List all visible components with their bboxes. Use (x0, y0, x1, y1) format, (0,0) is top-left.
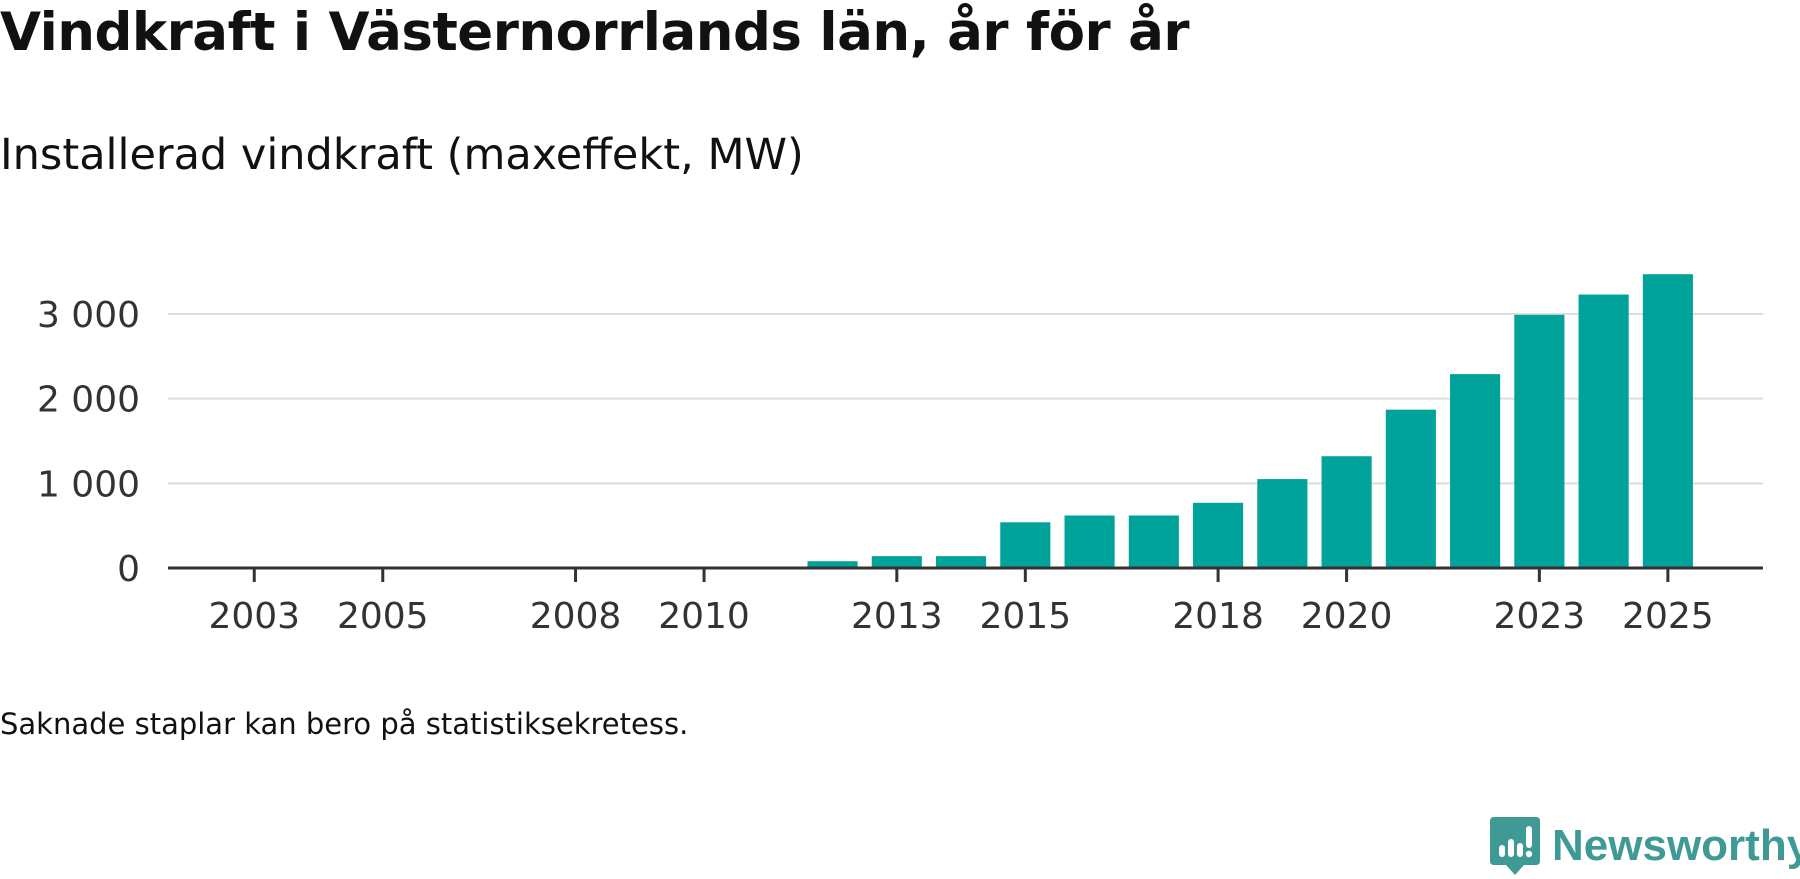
bar-2022 (1450, 374, 1501, 568)
bar-2018 (1193, 502, 1244, 568)
bar-2024 (1578, 294, 1629, 568)
bar-2016 (1064, 515, 1115, 568)
chart-title: Vindkraft i Västernorrlands län, år för … (0, 2, 1189, 63)
y-tick-label: 2 000 (37, 380, 140, 421)
bar-2023 (1514, 314, 1565, 568)
y-tick-label: 0 (117, 549, 140, 590)
x-tick-label: 2020 (1301, 596, 1393, 637)
y-tick-label: 3 000 (37, 295, 140, 336)
x-tick-label: 2018 (1172, 596, 1264, 637)
bar-2021 (1385, 409, 1436, 568)
brand-logo: Newsworthy (1490, 815, 1800, 877)
bar-2020 (1321, 456, 1372, 568)
x-tick-label: 2025 (1622, 596, 1714, 637)
x-tick-label: 2003 (208, 596, 300, 637)
footnote: Saknade staplar kan bero på statistiksek… (0, 707, 689, 741)
bar-2015 (1000, 522, 1051, 568)
bar-chart: 0 1 000 2 000 3 000 2003 2005 2008 2010 2013 2015… (37, 274, 1763, 637)
bar-2019 (1257, 479, 1308, 568)
x-tick-label: 2023 (1494, 596, 1586, 637)
x-tick-label: 2013 (851, 596, 943, 637)
chart-subtitle: Installerad vindkraft (maxeffekt, MW) (0, 130, 804, 180)
newsworthy-logo-icon (1490, 817, 1540, 875)
bar-2014 (936, 556, 987, 568)
x-tick-label: 2008 (530, 596, 622, 637)
y-tick-label: 1 000 (37, 464, 140, 505)
brand-name: Newsworthy (1552, 821, 1800, 870)
bar-2012 (807, 561, 858, 568)
x-tick-label: 2005 (337, 596, 429, 637)
bar-2025 (1642, 274, 1693, 568)
x-tick-label: 2015 (980, 596, 1072, 637)
bar-2017 (1128, 515, 1179, 568)
bar-2013 (871, 556, 922, 568)
x-tick-label: 2010 (658, 596, 750, 637)
